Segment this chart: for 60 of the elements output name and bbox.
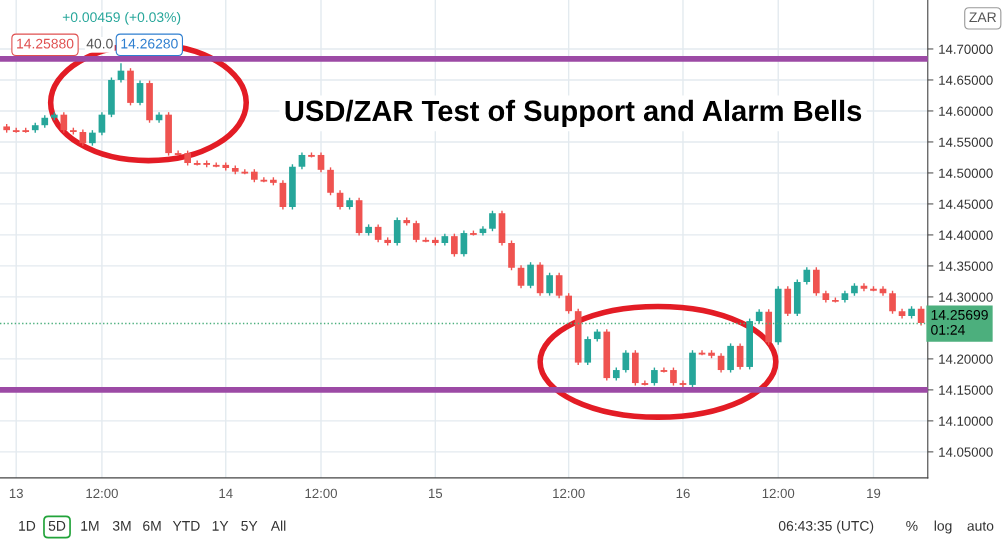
- text: USD/ZAR Test of Support and Alarm Bells: [285, 99, 862, 127]
- text: log: [934, 520, 952, 534]
- candlestick: [812, 266, 820, 297]
- x-tick-label: 14: [219, 488, 233, 498]
- candlestick: [889, 290, 896, 315]
- annotation: 14.26280: [121, 38, 178, 49]
- x-tick-label: 12:00: [86, 488, 118, 499]
- y-tick-label: 14.15000: [939, 385, 993, 395]
- y-tick-label: 14.55000: [939, 137, 993, 147]
- text: 5D: [48, 521, 66, 531]
- candlestick: [136, 79, 144, 107]
- candlestick: [317, 151, 325, 174]
- text: 1D: [19, 521, 36, 531]
- y-tick-label: 14.50000: [939, 168, 993, 178]
- text: auto: [967, 521, 994, 531]
- x-tick-label: 12:00: [762, 488, 795, 499]
- candlestick: [517, 264, 525, 289]
- y-tick-label: 14.70000: [939, 44, 993, 54]
- candlestick: [98, 111, 106, 136]
- candlestick: [555, 272, 563, 299]
- text: %: [906, 520, 918, 531]
- annotation: 40.0: [86, 38, 113, 49]
- ref-line-label: 14.25699 01:24: [931, 309, 988, 335]
- candlestick: [527, 261, 534, 289]
- y-tick-label: 14.05000: [939, 447, 993, 457]
- y-tick-label: 14.45000: [939, 199, 993, 209]
- y-tick-label: 14.20000: [939, 354, 993, 364]
- x-tick-label: 16: [676, 488, 690, 499]
- candlestick: [393, 216, 401, 247]
- text: All: [270, 520, 286, 531]
- candlestick: [622, 349, 630, 374]
- candlestick: [60, 111, 68, 134]
- candlestick: [412, 219, 420, 244]
- y-tick-label: 14.10000: [939, 416, 993, 426]
- candlestick: [327, 166, 334, 196]
- annotation: +0.00459 (+0.03%): [62, 11, 181, 25]
- x-tick-label: 13: [9, 488, 23, 499]
- candlestick: [584, 335, 592, 366]
- x-tick-label: 19: [867, 488, 881, 499]
- x-tick-label: 12:00: [553, 488, 585, 499]
- candlestick: [489, 210, 496, 232]
- text: YTD: [172, 521, 200, 531]
- y-tick-label: 14.30000: [939, 292, 993, 302]
- x-tick-label: 12:00: [305, 488, 337, 499]
- text: 6M: [143, 520, 161, 531]
- text: 06:43:35 (UTC): [778, 520, 874, 534]
- y-tick-label: 14.65000: [939, 75, 993, 85]
- text: ZAR: [969, 12, 997, 22]
- text: 1Y: [212, 521, 229, 531]
- y-tick-label: 14.35000: [939, 261, 993, 271]
- candlestick: [451, 232, 458, 258]
- annotation: 14.25880: [17, 38, 74, 49]
- candlestick: [546, 272, 553, 297]
- text: 5Y: [241, 521, 258, 531]
- text: 3M: [112, 520, 131, 531]
- candlestick: [565, 292, 572, 315]
- text: 1M: [81, 521, 99, 531]
- y-tick-label: 14.60000: [939, 106, 993, 116]
- x-tick-label: 15: [428, 488, 443, 499]
- y-tick-label: 14.40000: [939, 230, 993, 240]
